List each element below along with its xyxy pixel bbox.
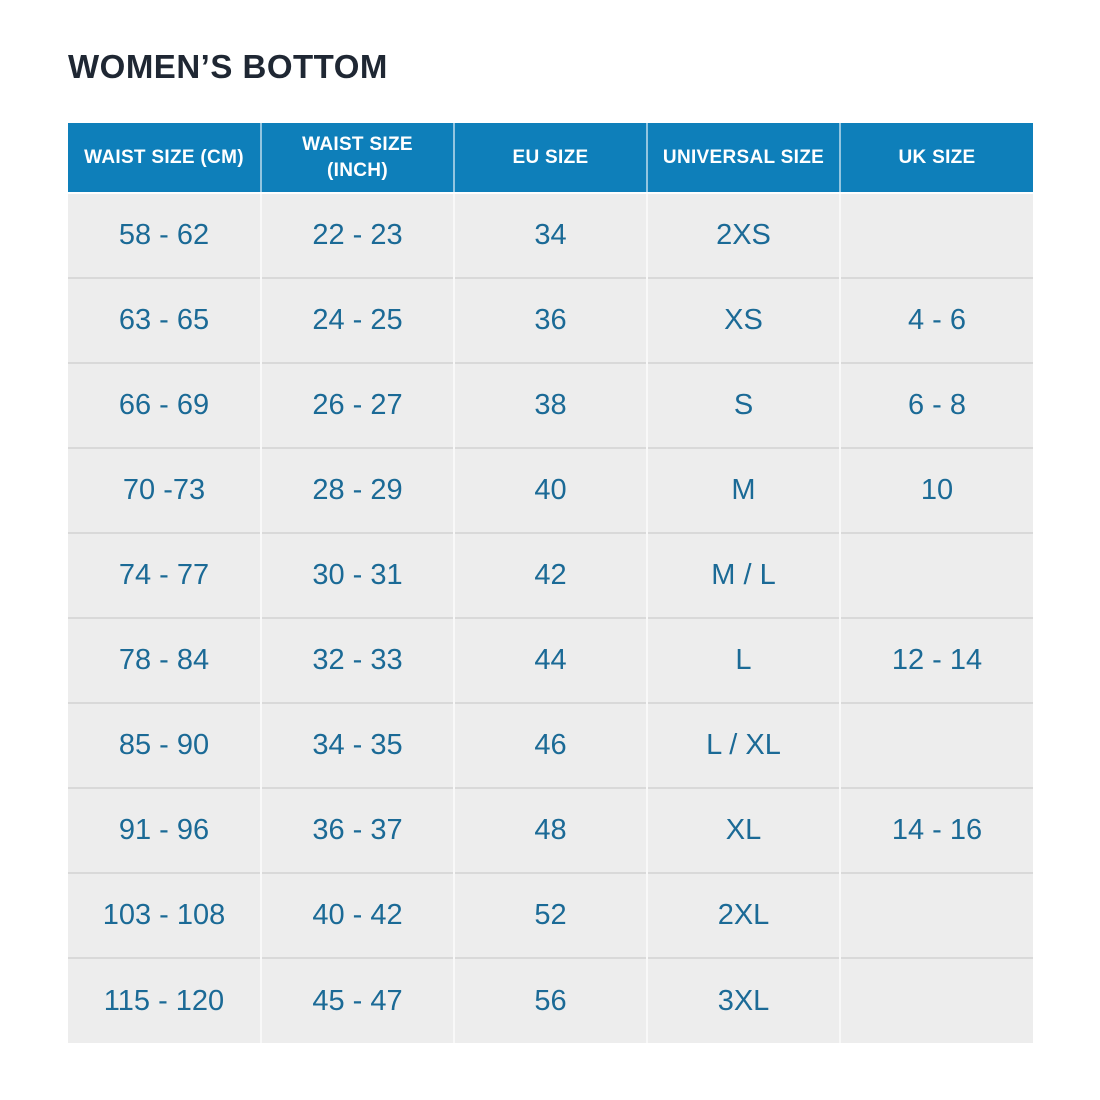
table-cell: 40	[453, 447, 647, 533]
table-cell: 74 - 77	[68, 532, 261, 618]
table-cell: 40 - 42	[260, 872, 454, 958]
table-cell: 85 - 90	[68, 702, 261, 788]
column-header: EU SIZE	[453, 123, 647, 194]
table-cell: 38	[453, 362, 647, 448]
table-cell: XL	[646, 787, 840, 873]
table-cell: M	[646, 447, 840, 533]
table-cell	[839, 532, 1033, 618]
table-cell: 70 -73	[68, 447, 261, 533]
table-cell: 103 - 108	[68, 872, 261, 958]
table-row: 115 - 120 45 - 47 56 3XL	[68, 957, 1033, 1043]
table-cell: 6 - 8	[839, 362, 1033, 448]
column-header: UK SIZE	[839, 123, 1033, 194]
table-cell: 24 - 25	[260, 277, 454, 363]
table-cell	[839, 872, 1033, 958]
table-row: 63 - 65 24 - 25 36 XS 4 - 6	[68, 277, 1033, 363]
table-cell: S	[646, 362, 840, 448]
table-cell: 48	[453, 787, 647, 873]
table-cell: 26 - 27	[260, 362, 454, 448]
column-header: WAIST SIZE (INCH)	[260, 123, 454, 194]
table-cell: 115 - 120	[68, 957, 261, 1043]
table-cell: L	[646, 617, 840, 703]
table-cell: 66 - 69	[68, 362, 261, 448]
table-row: 103 - 108 40 - 42 52 2XL	[68, 872, 1033, 958]
table-cell: XS	[646, 277, 840, 363]
table-cell: 58 - 62	[68, 193, 261, 278]
table-cell: 34	[453, 193, 647, 278]
table-cell: 42	[453, 532, 647, 618]
table-row: 85 - 90 34 - 35 46 L / XL	[68, 702, 1033, 788]
header-row: WAIST SIZE (CM) WAIST SIZE (INCH) EU SIZE U…	[68, 123, 1033, 194]
table-cell: M / L	[646, 532, 840, 618]
table-cell	[839, 193, 1033, 278]
size-chart-header: WAIST SIZE (CM) WAIST SIZE (INCH) EU SIZE U…	[68, 123, 1033, 194]
table-cell: 2XS	[646, 193, 840, 278]
table-cell	[839, 702, 1033, 788]
table-cell	[839, 957, 1033, 1043]
table-cell: 3XL	[646, 957, 840, 1043]
page-title: WOMEN’S BOTTOM	[68, 48, 388, 85]
table-row: 91 - 96 36 - 37 48 XL 14 - 16	[68, 787, 1033, 873]
table-cell: 34 - 35	[260, 702, 454, 788]
table-cell: 44	[453, 617, 647, 703]
table-row: 78 - 84 32 - 33 44 L 12 - 14	[68, 617, 1033, 703]
table-cell: 45 - 47	[260, 957, 454, 1043]
table-cell: 30 - 31	[260, 532, 454, 618]
table-cell: 4 - 6	[839, 277, 1033, 363]
table-cell: 91 - 96	[68, 787, 261, 873]
table-cell: 78 - 84	[68, 617, 261, 703]
table-row: 70 -73 28 - 29 40 M 10	[68, 447, 1033, 533]
table-cell: 56	[453, 957, 647, 1043]
table-cell: 28 - 29	[260, 447, 454, 533]
table-cell: 46	[453, 702, 647, 788]
table-cell: 52	[453, 872, 647, 958]
table-cell: L / XL	[646, 702, 840, 788]
table-row: 74 - 77 30 - 31 42 M / L	[68, 532, 1033, 618]
column-header: WAIST SIZE (CM)	[68, 123, 261, 194]
table-cell: 63 - 65	[68, 277, 261, 363]
table-cell: 22 - 23	[260, 193, 454, 278]
table-cell: 36 - 37	[260, 787, 454, 873]
size-chart-body: 58 - 62 22 - 23 34 2XS 63 - 65 24 - 25 36 XS 4 -…	[68, 193, 1033, 1043]
table-cell: 14 - 16	[839, 787, 1033, 873]
table-cell: 32 - 33	[260, 617, 454, 703]
size-chart-table: WAIST SIZE (CM) WAIST SIZE (INCH) EU SIZE U…	[68, 123, 1033, 1043]
table-cell: 36	[453, 277, 647, 363]
table-cell: 2XL	[646, 872, 840, 958]
table-row: 58 - 62 22 - 23 34 2XS	[68, 193, 1033, 278]
table-cell: 10	[839, 447, 1033, 533]
table-row: 66 - 69 26 - 27 38 S 6 - 8	[68, 362, 1033, 448]
column-header: UNIVERSAL SIZE	[646, 123, 840, 194]
table-cell: 12 - 14	[839, 617, 1033, 703]
